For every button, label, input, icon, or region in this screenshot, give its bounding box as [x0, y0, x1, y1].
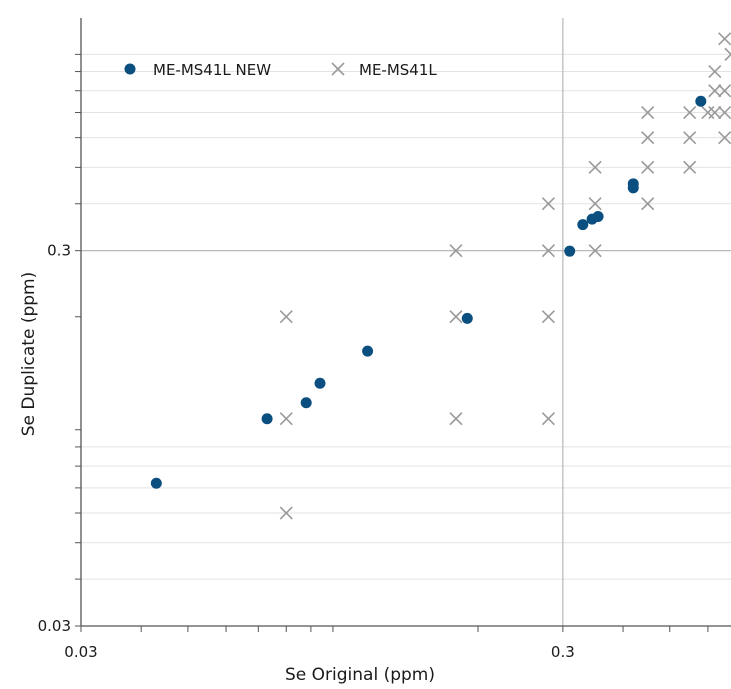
x-tick-label: 0.03	[64, 643, 97, 661]
data-point-series-1	[627, 178, 639, 190]
data-point-series-1	[577, 219, 589, 231]
data-points	[150, 32, 731, 520]
data-point-series-1	[592, 210, 604, 222]
data-point-series-2	[449, 310, 463, 324]
tick-labels: 0.03 0.3 0.03 0.3	[38, 242, 575, 661]
data-point-series-2	[641, 197, 655, 211]
data-point-series-2	[449, 244, 463, 258]
data-point-series-2	[588, 197, 602, 211]
x-tick-label: 0.3	[551, 643, 575, 661]
grid-lines	[81, 18, 731, 626]
y-tick-label: 0.3	[47, 242, 71, 260]
data-point-series-2	[641, 105, 655, 120]
data-point-series-2	[708, 64, 722, 79]
legend-label-series-1: ME-MS41L NEW	[153, 61, 271, 79]
legend-label-series-2: ME-MS41L	[359, 61, 437, 79]
data-point-series-1	[564, 245, 576, 257]
data-point-series-2	[708, 84, 722, 98]
data-point-series-2	[279, 310, 293, 324]
data-point-series-2	[701, 105, 715, 120]
data-point-series-2	[683, 160, 697, 174]
data-point-series-2	[541, 244, 555, 258]
data-point-series-2	[641, 160, 655, 174]
data-point-series-2	[724, 47, 731, 61]
data-point-series-2	[541, 310, 555, 324]
legend-marker-series-2	[331, 62, 345, 76]
legend: ME-MS41L NEW ME-MS41L	[124, 61, 437, 79]
y-tick-label: 0.03	[38, 617, 71, 635]
data-point-series-2	[449, 412, 463, 426]
data-point-series-2	[683, 105, 697, 120]
data-point-series-2	[708, 105, 722, 120]
data-point-series-2	[718, 84, 731, 98]
data-point-series-2	[683, 131, 697, 145]
data-point-series-2	[541, 197, 555, 211]
data-point-series-2	[279, 412, 293, 426]
data-point-series-1	[695, 95, 707, 107]
data-point-series-1	[261, 413, 273, 425]
data-point-series-2	[279, 506, 293, 520]
data-point-series-1	[461, 312, 473, 324]
data-point-series-2	[588, 244, 602, 258]
data-point-series-1	[314, 377, 326, 389]
data-point-series-2	[541, 412, 555, 426]
data-point-series-1	[300, 397, 312, 409]
y-axis-title: Se Duplicate (ppm)	[19, 272, 39, 436]
data-point-series-2	[641, 131, 655, 145]
data-point-series-2	[718, 32, 731, 46]
data-point-series-1	[150, 477, 162, 489]
x-axis-title: Se Original (ppm)	[285, 665, 435, 685]
axes	[75, 18, 731, 632]
data-point-series-2	[718, 105, 731, 120]
data-point-series-2	[718, 131, 731, 145]
data-point-series-1	[362, 345, 374, 357]
data-point-series-2	[588, 160, 602, 174]
legend-marker-series-1	[124, 63, 136, 75]
